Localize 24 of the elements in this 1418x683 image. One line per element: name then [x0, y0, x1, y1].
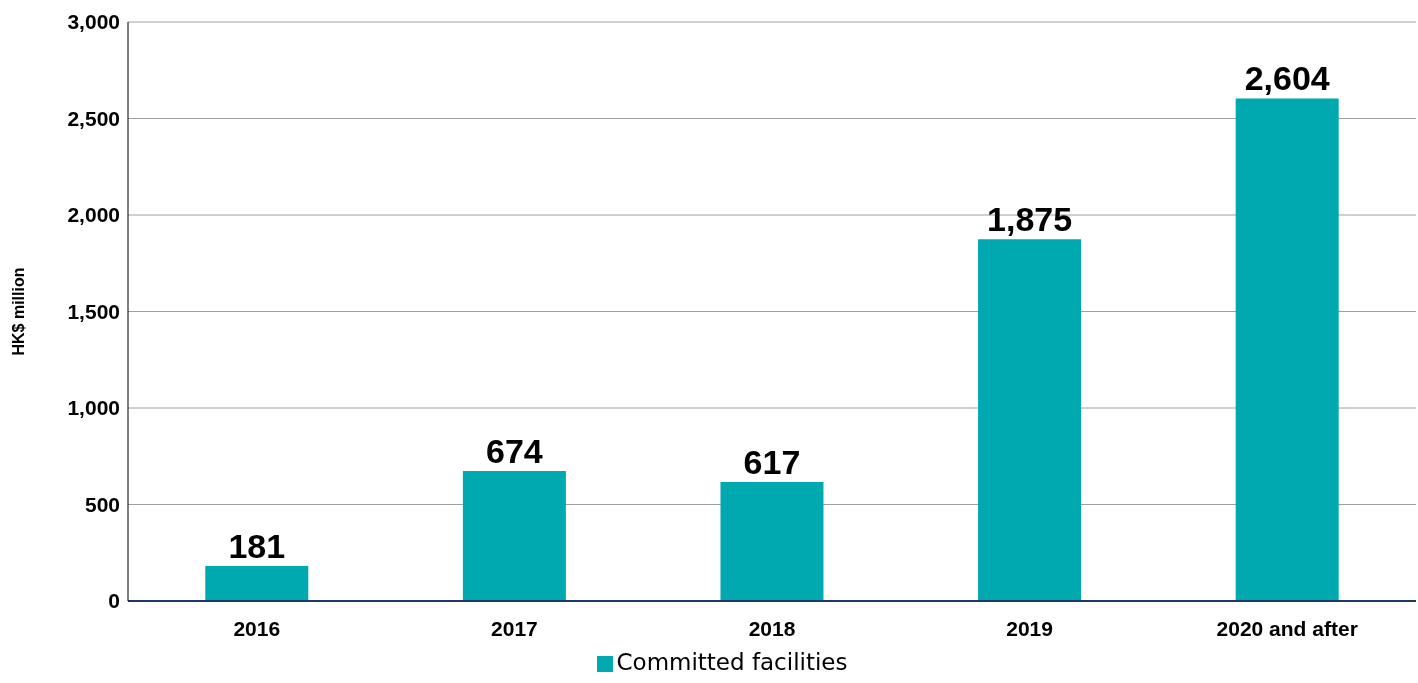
y-axis-title: HK$ million — [9, 267, 27, 356]
x-tick-label: 2020 and after — [1216, 616, 1358, 640]
bar — [720, 481, 824, 601]
x-tick-label: 2018 — [748, 616, 796, 640]
bar — [462, 470, 566, 601]
x-tick-label: 2019 — [1006, 616, 1053, 640]
y-tick-label: 1,500 — [67, 299, 120, 323]
y-tick-label: 2,000 — [67, 203, 120, 227]
data-label: 617 — [743, 442, 801, 481]
bar — [978, 239, 1082, 601]
y-tick-label: 0 — [108, 589, 120, 613]
data-label: 674 — [486, 431, 543, 470]
y-tick-label: 2,500 — [67, 106, 120, 130]
legend-label: Committed facilities — [616, 649, 848, 675]
x-tick-label: 2016 — [233, 616, 281, 640]
y-tick-label: 500 — [84, 492, 120, 516]
y-tick-label: 1,000 — [67, 396, 120, 420]
data-label: 1,875 — [987, 200, 1073, 239]
bar — [205, 566, 309, 601]
y-tick-label: 3,000 — [67, 10, 120, 34]
data-label: 2,604 — [1244, 59, 1330, 98]
bar — [1235, 98, 1339, 601]
x-tick-label: 2017 — [491, 616, 538, 640]
data-label: 181 — [228, 527, 286, 566]
